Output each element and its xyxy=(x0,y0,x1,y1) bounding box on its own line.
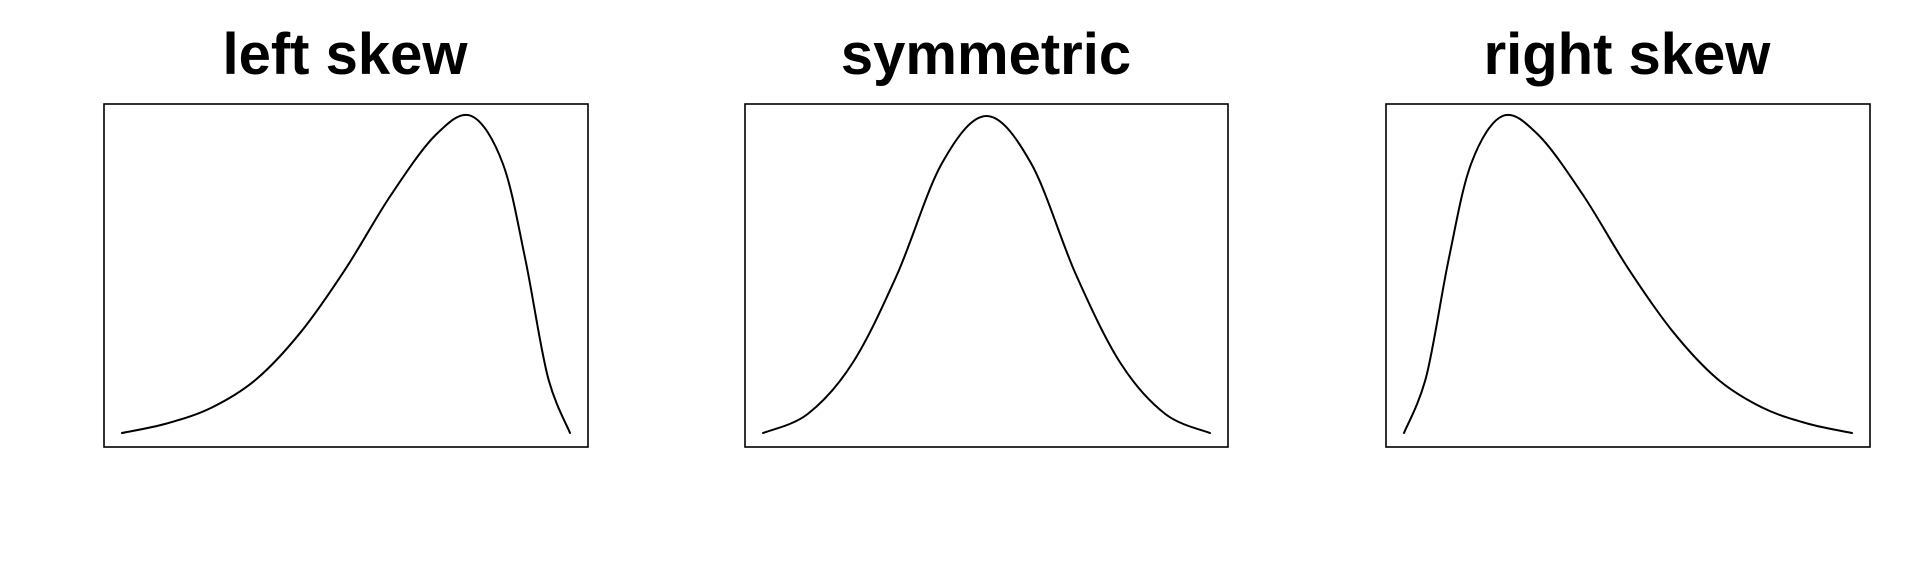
panel-symmetric: symmetric xyxy=(744,22,1229,448)
density-curve-symmetric xyxy=(762,115,1211,434)
panel-left-skew: left skew xyxy=(103,22,589,448)
panel-title-right-skew: right skew xyxy=(1484,22,1772,87)
density-curve-right-skew xyxy=(1403,113,1853,434)
panel-title-left-skew: left skew xyxy=(223,22,469,87)
density-curve-left-skew xyxy=(121,113,571,434)
plot-frame-left-skew xyxy=(103,103,589,448)
plot-frame-right-skew xyxy=(1385,103,1871,448)
plot-frame-symmetric xyxy=(744,103,1229,448)
panel-right-skew: right skew xyxy=(1385,22,1871,448)
panel-title-symmetric: symmetric xyxy=(841,22,1131,87)
